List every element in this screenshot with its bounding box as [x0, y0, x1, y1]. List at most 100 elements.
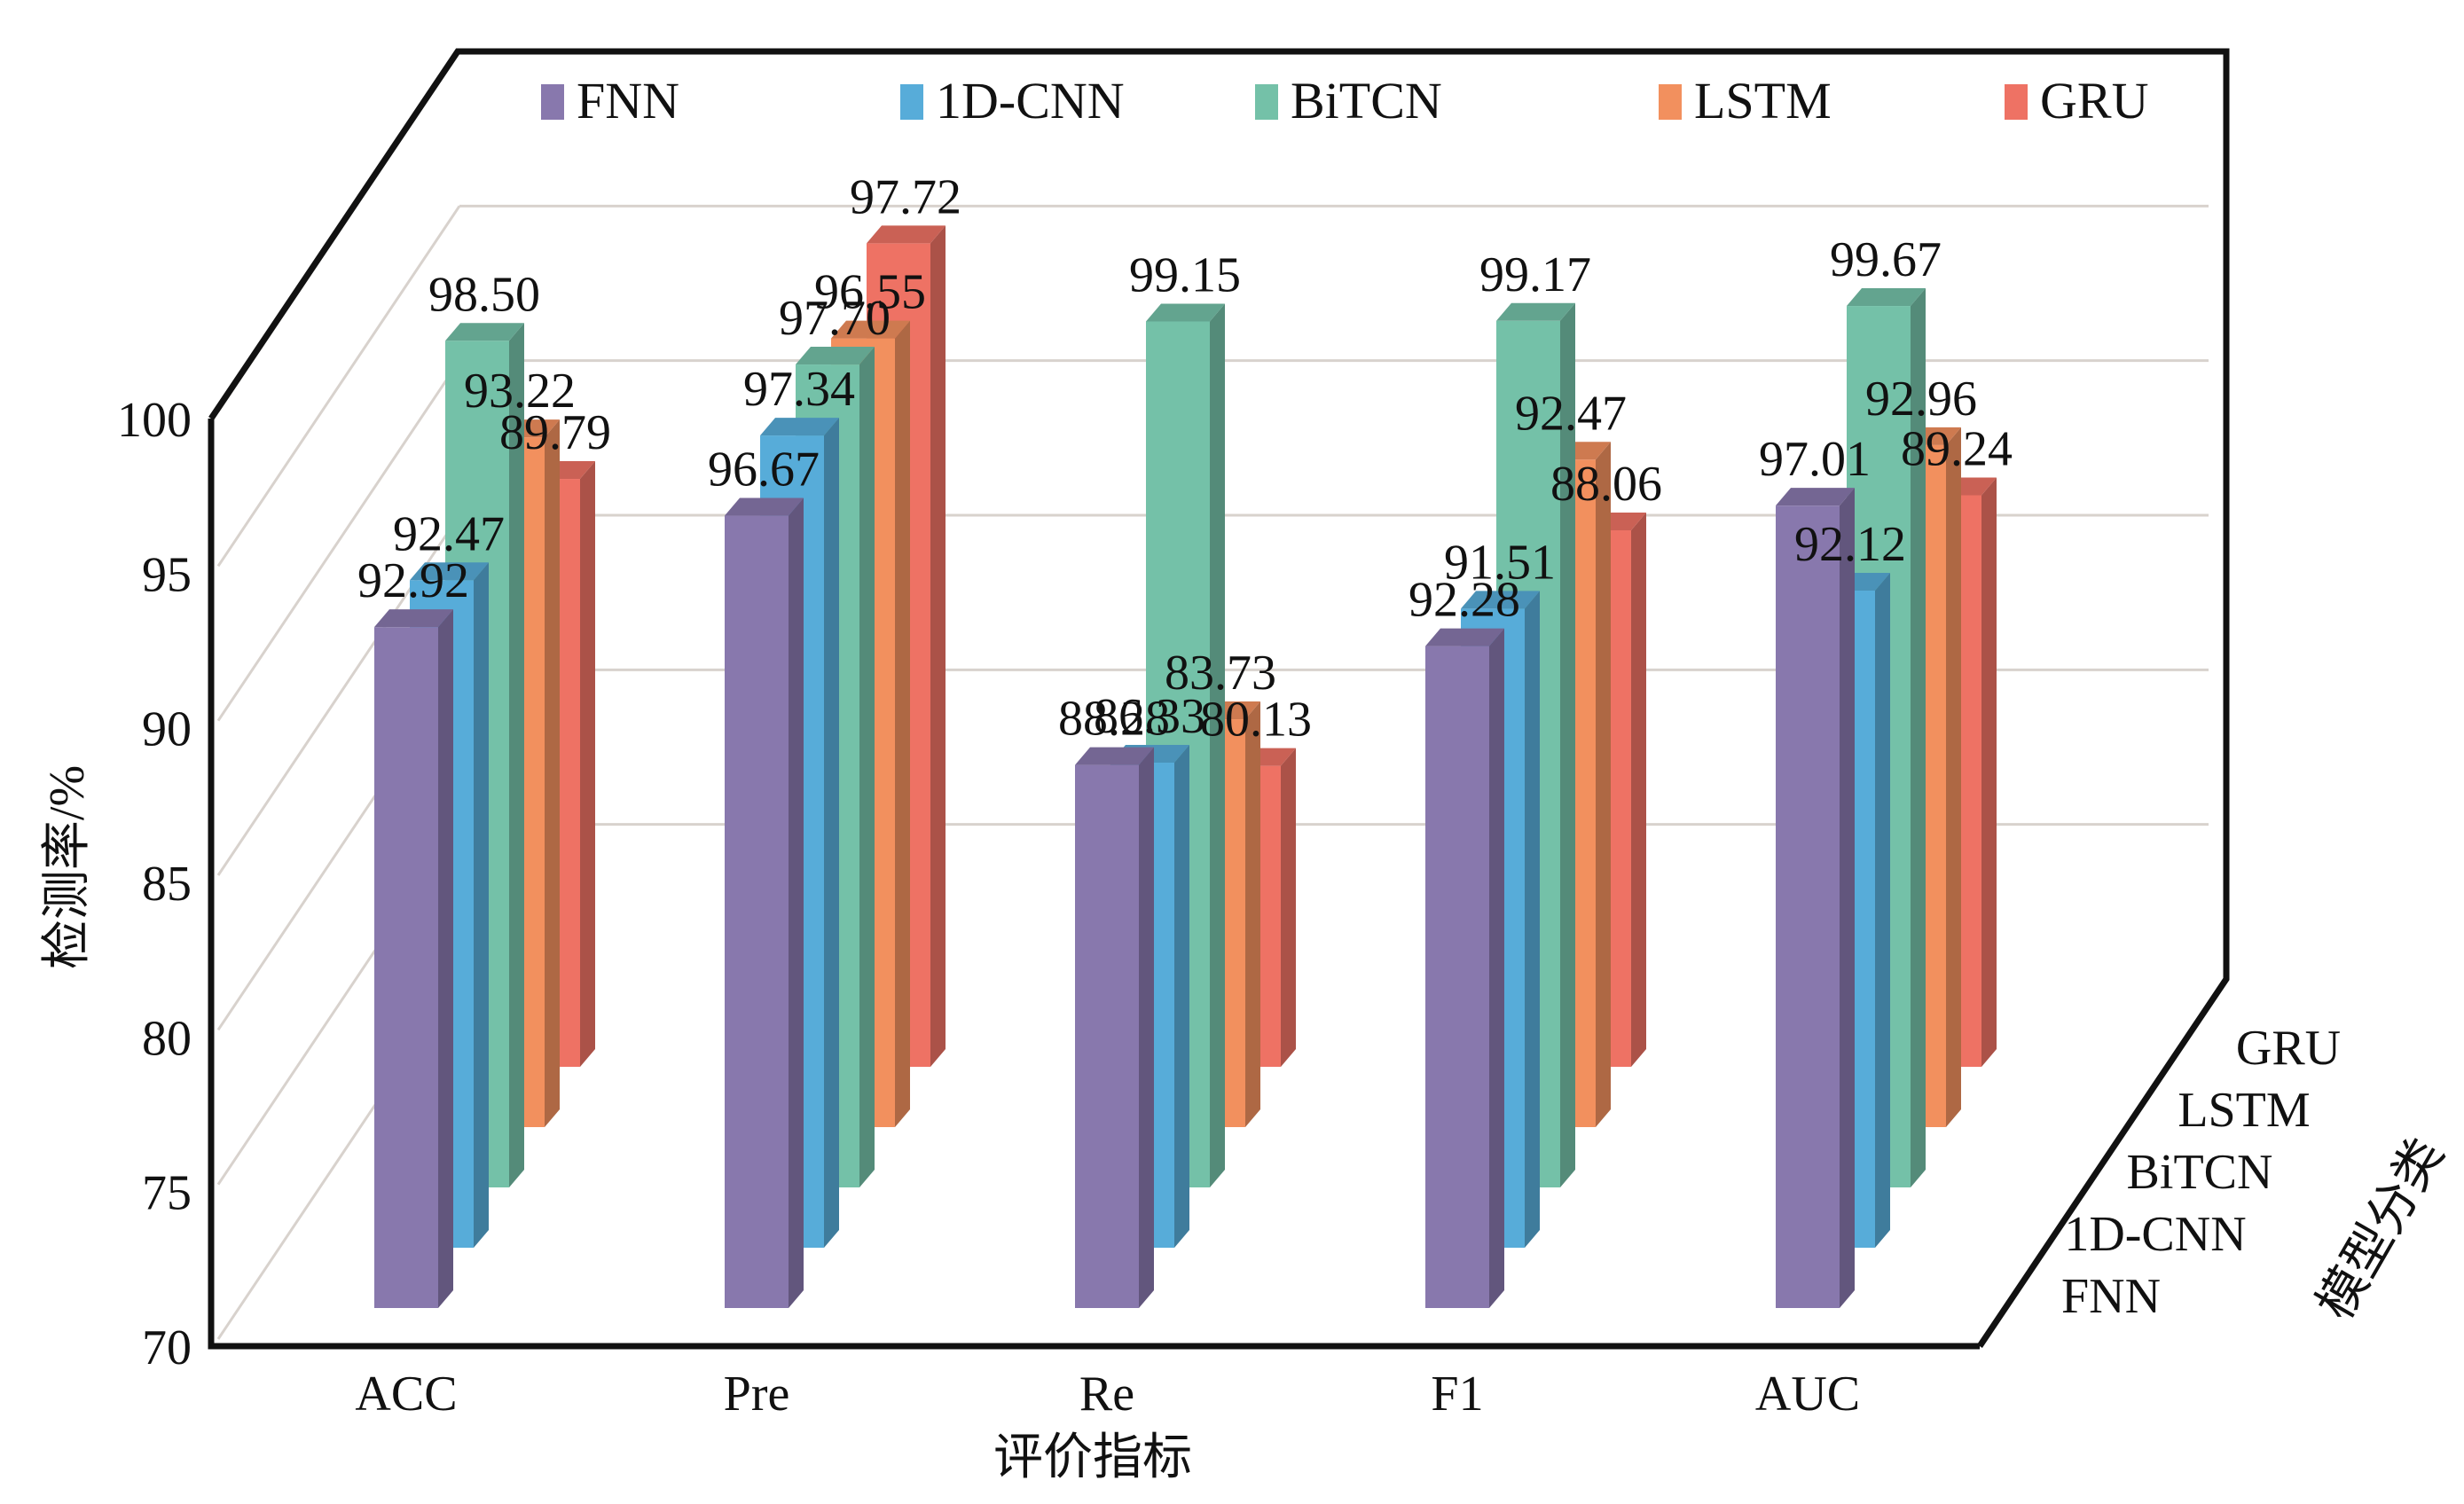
data-label: 97.01 — [1759, 432, 1871, 487]
bar-side-face — [1210, 303, 1225, 1188]
depth-axis-title: 模型分类 — [2308, 1130, 2455, 1329]
legend-item-1d-cnn: 1D-CNN — [900, 72, 1125, 129]
bar-top-face — [760, 418, 839, 436]
bar-side-face — [859, 347, 875, 1187]
legend-label: BiTCN — [1291, 72, 1442, 129]
bar-top-face — [1146, 303, 1225, 322]
bar-side-face — [824, 418, 839, 1248]
bar-side-face — [1525, 591, 1540, 1248]
bar-front-face — [374, 627, 438, 1308]
legend-swatch — [541, 84, 564, 120]
bar-fnn-pre — [725, 497, 804, 1308]
bar-top-face — [831, 320, 910, 339]
bar-front-face — [1425, 646, 1489, 1308]
data-label: 99.15 — [1129, 247, 1241, 302]
x-tick-label: AUC — [1755, 1367, 1860, 1422]
bar-front-face — [1776, 505, 1840, 1308]
data-label: 92.47 — [1515, 386, 1627, 441]
bar-fnn-acc — [374, 609, 453, 1308]
bar-top-face — [867, 225, 946, 244]
bars — [374, 225, 1997, 1308]
bar-side-face — [1560, 302, 1575, 1187]
data-label: 98.50 — [428, 267, 540, 322]
data-label: 88.28 — [1058, 692, 1170, 747]
legend-item-gru: GRU — [2005, 72, 2148, 129]
legend-item-bitcn: BiTCN — [1255, 72, 1442, 129]
data-label: 86.33 — [1094, 689, 1205, 744]
data-label: 88.06 — [1550, 457, 1662, 512]
y-tick-label: 75 — [142, 1166, 192, 1221]
chart-frame — [208, 48, 2230, 1350]
y-tick-label: 80 — [142, 1011, 192, 1066]
data-label: 92.28 — [1409, 573, 1520, 628]
bar-side-face — [1489, 628, 1504, 1308]
data-label: 91.51 — [1444, 535, 1556, 590]
y-tick-label: 70 — [142, 1320, 192, 1375]
bar-top-face — [1075, 747, 1154, 765]
front-axis-frame — [208, 419, 1980, 1350]
legend-item-fnn: FNN — [541, 72, 679, 129]
bar-side-face — [1911, 288, 1926, 1187]
bar-front-face — [725, 515, 789, 1308]
data-label: 97.70 — [779, 291, 891, 346]
bar-top-face — [374, 609, 453, 628]
data-label: 99.17 — [1479, 247, 1591, 302]
back-frame — [208, 48, 2230, 1348]
bar-top-face — [1425, 628, 1504, 646]
y-tick-label: 85 — [142, 857, 192, 912]
bar-top-face — [1496, 302, 1575, 321]
bar-side-face — [474, 562, 489, 1248]
depth-tick-label: BiTCN — [2127, 1145, 2273, 1200]
bar-top-face — [725, 497, 804, 516]
y-tick-label: 95 — [142, 547, 192, 602]
data-label: 97.34 — [743, 362, 855, 417]
bar-top-face — [796, 347, 875, 365]
bar-side-face — [895, 320, 910, 1127]
data-label: 92.92 — [357, 553, 469, 608]
bar-side-face — [1946, 427, 1961, 1128]
bar-top-face — [1461, 591, 1540, 609]
x-axis-title: 评价指标 — [993, 1430, 1192, 1485]
legend-item-lstm: LSTM — [1659, 72, 1832, 129]
bar-side-face — [789, 497, 804, 1308]
legend-label: LSTM — [1694, 72, 1832, 129]
y-axis-ticks: 70 75 80 85 90 95 100 — [117, 393, 192, 1375]
data-label: 92.12 — [1794, 517, 1906, 572]
bar-side-face — [930, 225, 946, 1067]
bar-side-face — [1245, 701, 1260, 1127]
bar-side-face — [580, 461, 595, 1067]
bar-fnn-re — [1075, 747, 1154, 1308]
bar-side-face — [1139, 747, 1154, 1308]
x-axis-ticks: ACC Pre Re F1 AUC — [355, 1367, 1860, 1422]
bar-fnn-auc — [1776, 488, 1855, 1308]
bar-side-face — [1875, 572, 1890, 1248]
legend: FNN 1D-CNN BiTCN LSTM GRU — [541, 72, 2148, 129]
data-label: 93.22 — [464, 364, 576, 419]
data-label: 89.79 — [499, 405, 611, 460]
bar-side-face — [1174, 744, 1189, 1248]
data-label: 97.72 — [850, 169, 961, 224]
bar-side-face — [1596, 442, 1611, 1127]
depth-tick-label: FNN — [2061, 1269, 2161, 1324]
bar-side-face — [438, 609, 453, 1308]
bar-top-face — [410, 562, 489, 581]
legend-label: 1D-CNN — [936, 72, 1125, 129]
depth-tick-label: LSTM — [2178, 1083, 2310, 1138]
bar-side-face — [1840, 488, 1855, 1308]
gridline-side — [216, 359, 461, 722]
bar-side-face — [509, 323, 524, 1187]
bar-side-face — [1281, 748, 1296, 1067]
bar-front-face — [1075, 764, 1139, 1308]
bar-side-face — [1631, 512, 1646, 1067]
bar-top-face — [1776, 488, 1855, 506]
data-label: 92.96 — [1865, 372, 1977, 427]
legend-swatch — [2005, 84, 2028, 120]
y-tick-label: 90 — [142, 702, 192, 757]
legend-label: GRU — [2040, 72, 2148, 129]
bar-side-face — [1981, 477, 1997, 1067]
bar-fnn-f1 — [1425, 628, 1504, 1308]
legend-swatch — [1255, 84, 1278, 120]
depth-axis-ticks: FNN 1D-CNN BiTCN LSTM GRU — [2061, 1021, 2341, 1324]
x-tick-label: Pre — [724, 1367, 790, 1422]
